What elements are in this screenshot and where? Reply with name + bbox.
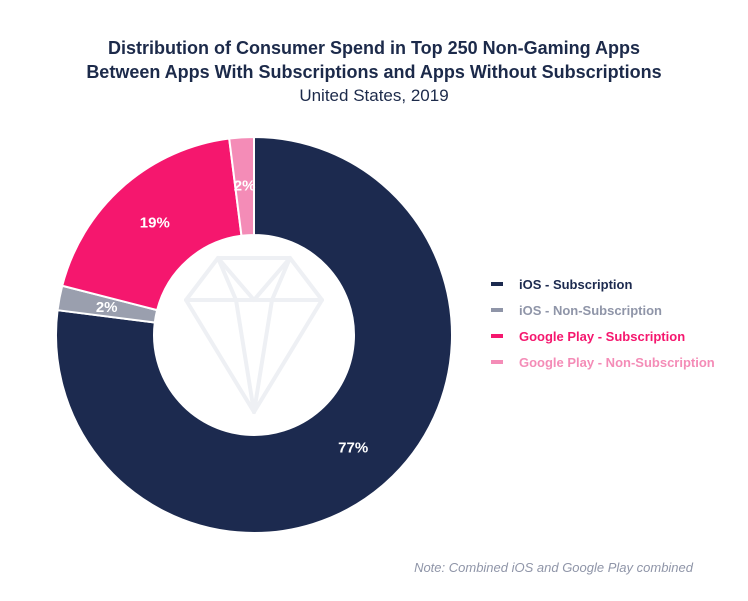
legend-label: Google Play - Subscription [519,328,686,344]
legend-item-1: iOS - Non-Subscription [491,297,715,323]
slice-label-2: 19% [140,214,170,231]
legend-swatch [491,360,503,364]
diamond-watermark-icon [184,256,324,414]
chart-title-line-1: Distribution of Consumer Spend in Top 25… [107,38,640,58]
legend-item-2: Google Play - Subscription [491,323,715,349]
slice-label-3: 2% [234,177,256,194]
slice-label-0: 77% [338,440,368,457]
legend-label: iOS - Non-Subscription [519,302,662,318]
donut-slice-ios-subscription [55,135,453,534]
chart-title-block: Distribution of Consumer Spend in Top 25… [0,36,748,108]
chart-note: Note: Combined iOS and Google Play combi… [414,560,693,575]
legend-swatch [491,334,503,338]
slice-label-1: 2% [96,299,118,316]
legend-label: Google Play - Non-Subscription [519,354,715,370]
legend-item-3: Google Play - Non-Subscription [491,349,715,375]
chart-title-line-2: Between Apps With Subscriptions and Apps… [86,62,662,82]
legend-swatch [491,308,503,312]
legend-swatch [491,282,503,286]
legend-item-0: iOS - Subscription [491,271,715,297]
donut-slice-google-play-subscription [61,137,243,312]
donut-slice-google-play-non-subscription [228,135,255,237]
chart-subtitle: United States, 2019 [299,86,449,105]
chart-legend: iOS - Subscription iOS - Non-Subscription… [491,271,715,375]
legend-label: iOS - Subscription [519,276,633,292]
